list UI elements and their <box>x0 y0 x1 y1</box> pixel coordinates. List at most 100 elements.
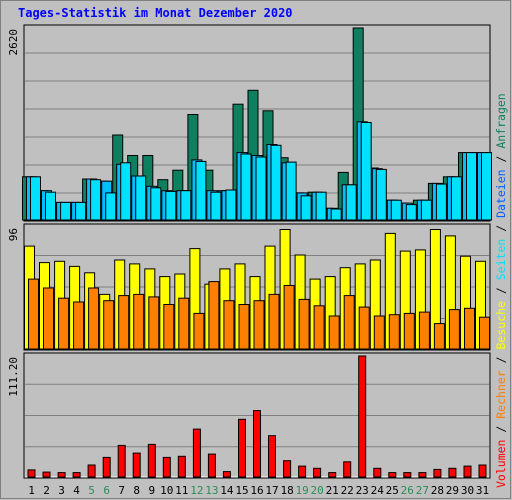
bar-seiten-day-29 <box>450 176 462 221</box>
bar-seiten-day-21 <box>330 208 342 221</box>
legend-entry-0: Volumen <box>494 440 508 488</box>
bar-volumen-day-23 <box>358 355 367 478</box>
x-tick-label-24: 24 <box>371 484 385 497</box>
bar-rechner-day-1 <box>28 278 39 350</box>
bar-seiten-day-13 <box>210 191 222 221</box>
x-tick-label-16: 16 <box>250 484 263 497</box>
x-tick-label-10: 10 <box>160 484 173 497</box>
bar-rechner-day-22 <box>343 295 355 350</box>
bar-seiten-day-27 <box>420 199 432 221</box>
legend-entry-10: Anfragen <box>494 93 508 148</box>
bar-volumen-day-29 <box>448 467 457 478</box>
legend-entry-9: / <box>494 149 508 170</box>
bar-volumen-day-31 <box>478 464 487 478</box>
bar-rechner-day-20 <box>313 305 325 350</box>
bar-volumen-day-24 <box>373 467 382 478</box>
bar-seiten-day-24 <box>375 168 387 221</box>
legend-entry-4: Besuche <box>494 301 508 350</box>
bar-rechner-day-15 <box>238 304 250 350</box>
y-max-label-top: 2620 <box>7 29 20 56</box>
right-legend: Volumen / Rechner / Besuche / Seiten / D… <box>494 93 508 488</box>
x-tick-label-15: 15 <box>235 484 248 497</box>
x-tick-label-6: 6 <box>103 484 110 497</box>
chart-title: Tages-Statistik im Monat Dezember 2020 <box>18 6 293 20</box>
x-tick-label-11: 11 <box>175 484 188 497</box>
bar-seiten-day-8 <box>135 175 147 221</box>
bar-rechner-day-30 <box>464 307 475 350</box>
bar-rechner-day-26 <box>403 312 415 350</box>
bar-rechner-day-31 <box>479 316 490 350</box>
x-tick-label-25: 25 <box>386 484 399 497</box>
bar-volumen-day-19 <box>298 465 307 478</box>
bar-rechner-day-16 <box>253 300 265 350</box>
bar-rechner-day-17 <box>268 293 280 350</box>
bar-volumen-day-9 <box>147 443 156 478</box>
bar-rechner-day-21 <box>328 315 340 350</box>
bar-seiten-day-11 <box>180 190 192 221</box>
bar-volumen-day-30 <box>463 465 472 478</box>
bar-rechner-day-3 <box>58 297 70 350</box>
y-max-label-middle: 96 <box>7 228 20 241</box>
legend-entry-1: / <box>494 419 508 440</box>
bar-rechner-day-5 <box>88 287 100 350</box>
x-tick-label-26: 26 <box>401 484 414 497</box>
legend-entry-6: Seiten <box>494 239 508 281</box>
bar-rechner-day-6 <box>103 300 115 350</box>
bar-volumen-day-3 <box>57 472 66 478</box>
bar-seiten-day-22 <box>345 184 357 221</box>
bar-rechner-day-9 <box>148 296 160 350</box>
bar-seiten-day-30 <box>466 152 477 221</box>
bar-volumen-day-12 <box>192 428 201 478</box>
bar-rechner-day-23 <box>358 306 370 350</box>
x-tick-label-14: 14 <box>220 484 234 497</box>
bar-rechner-day-14 <box>223 300 235 350</box>
x-tick-label-7: 7 <box>118 484 125 497</box>
bar-rechner-day-18 <box>283 285 295 350</box>
legend-entry-7: / <box>494 218 508 239</box>
bar-volumen-day-10 <box>162 456 171 478</box>
bar-volumen-day-27 <box>418 472 427 478</box>
bar-volumen-day-26 <box>403 472 412 478</box>
bar-seiten-day-5 <box>90 179 102 221</box>
x-tick-label-23: 23 <box>356 484 369 497</box>
bar-seiten-day-6 <box>105 192 117 221</box>
x-tick-label-2: 2 <box>43 484 50 497</box>
bar-volumen-day-16 <box>253 410 261 478</box>
x-tick-label-21: 21 <box>326 484 339 497</box>
bar-volumen-day-17 <box>268 435 276 478</box>
x-tick-label-17: 17 <box>265 484 278 497</box>
bar-rechner-day-4 <box>73 301 85 350</box>
bar-seiten-day-20 <box>315 191 327 221</box>
bar-volumen-day-7 <box>117 444 126 478</box>
x-tick-label-1: 1 <box>28 484 35 497</box>
bar-volumen-day-1 <box>27 469 36 478</box>
bar-seiten-day-18 <box>285 161 297 221</box>
x-tick-label-29: 29 <box>446 484 459 497</box>
bar-seiten-day-17 <box>270 144 282 221</box>
bar-seiten-day-28 <box>435 183 447 221</box>
x-tick-label-19: 19 <box>295 484 308 497</box>
bar-seiten-day-26 <box>405 204 417 221</box>
x-tick-label-22: 22 <box>341 484 354 497</box>
bar-volumen-day-11 <box>177 455 186 478</box>
bar-volumen-day-15 <box>238 418 246 478</box>
bar-rechner-day-19 <box>298 298 310 350</box>
bar-rechner-day-29 <box>448 309 460 350</box>
x-tick-label-20: 20 <box>310 484 323 497</box>
bar-seiten-day-3 <box>60 201 72 221</box>
bar-seiten-day-4 <box>75 201 87 221</box>
x-tick-label-9: 9 <box>148 484 155 497</box>
x-tick-label-3: 3 <box>58 484 65 497</box>
bar-volumen-day-28 <box>433 468 442 478</box>
bar-rechner-day-7 <box>118 295 130 350</box>
bar-volumen-day-14 <box>222 471 231 478</box>
legend-entry-8: Dateien <box>494 169 508 217</box>
bar-seiten-day-15 <box>240 153 252 221</box>
bar-seiten-day-23 <box>360 122 372 221</box>
x-tick-label-31: 31 <box>476 484 489 497</box>
bar-rechner-day-28 <box>433 323 445 350</box>
bar-volumen-day-18 <box>283 460 292 478</box>
